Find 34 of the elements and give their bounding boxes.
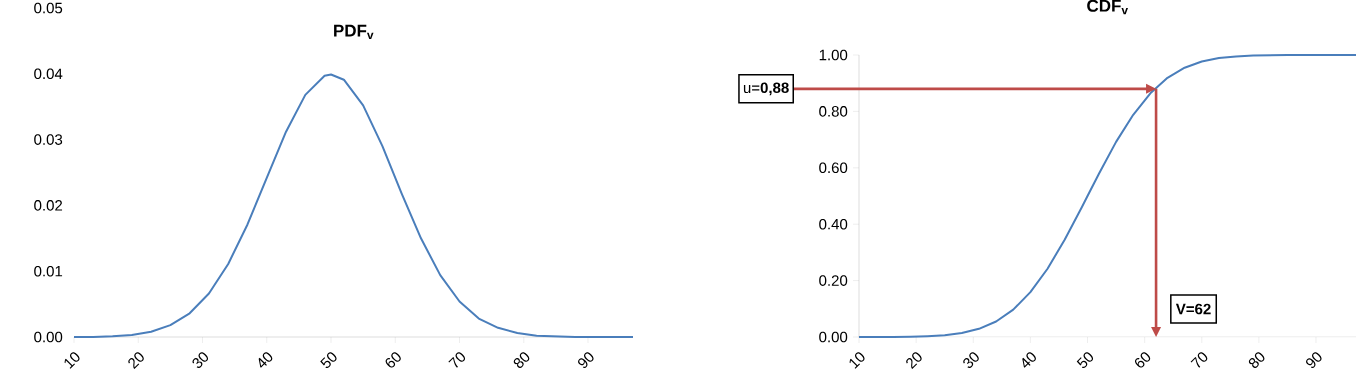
y-tick-label: 0.04: [34, 68, 63, 80]
x-tick-label: 90: [578, 352, 594, 368]
y-tick-label: 0.60: [819, 162, 848, 174]
x-tick-label: 80: [1248, 352, 1265, 368]
x-tick-label: 20: [128, 352, 144, 370]
y-tick-label: 1.00: [819, 49, 848, 61]
y-tick-label: 0.01: [34, 265, 63, 277]
y-tick-label: 0.80: [819, 106, 848, 117]
x-tick-label: 60: [385, 352, 401, 368]
y-tick-label: 0.02: [34, 200, 63, 211]
x-tick-label: 40: [1022, 352, 1036, 368]
x-tick-label: 40: [258, 352, 273, 368]
text: PDF$_{v}$: [334, 24, 374, 40]
y-tick-label: 0.40: [819, 218, 848, 230]
x-tick-label: 10: [849, 352, 865, 369]
ref-line-label: u=0,88: [743, 82, 789, 96]
x-tick-label: 30: [963, 352, 979, 368]
y-tick-label: 0.00: [819, 331, 848, 343]
y-tick-label: 0.05: [34, 2, 63, 14]
y-tick-label: 0.03: [34, 134, 63, 145]
chart-title: CDF$_{v}$: [1087, 0, 1128, 15]
x-tick-label: 70: [448, 352, 466, 368]
x-tick-label: 30: [192, 352, 209, 368]
ref-line-label: V=62: [1175, 303, 1211, 315]
y-tick-label: 0.20: [819, 275, 848, 286]
y-tick-label: 0.00: [34, 331, 63, 343]
x-tick-label: 70: [1190, 352, 1208, 368]
x-tick-label: 90: [1306, 352, 1322, 368]
x-tick-label: 80: [513, 352, 530, 368]
x-tick-label: 50: [1076, 352, 1094, 369]
x-tick-label: 60: [1135, 352, 1151, 368]
x-tick-label: 20: [906, 352, 922, 370]
x-tick-label: 10: [64, 352, 80, 369]
x-tick-label: 50: [320, 352, 337, 369]
